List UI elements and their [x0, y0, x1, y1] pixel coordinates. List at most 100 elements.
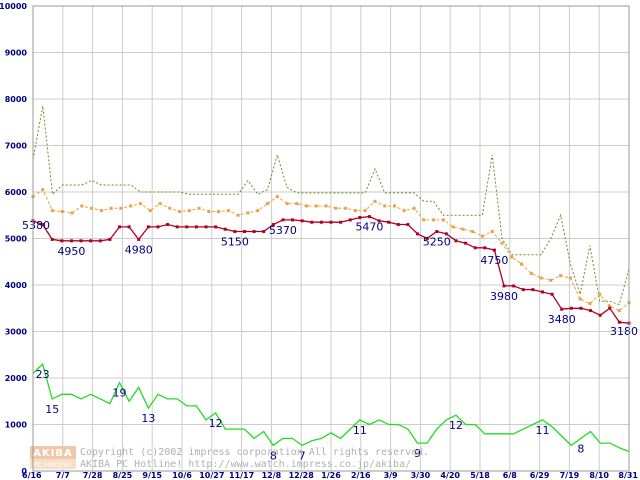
data-point-marker — [129, 204, 133, 208]
data-labels: 5380 4950 4980 5150 5370 5470 5250 4750 3980 3480… — [22, 219, 638, 463]
data-point-marker — [158, 202, 162, 206]
data-point-marker — [531, 288, 535, 292]
data-label: 3180 — [610, 325, 638, 338]
x-tick-label: 8/25 — [113, 471, 133, 480]
data-point-marker — [197, 206, 201, 210]
x-tick-label: 6/29 — [530, 471, 550, 480]
data-point-marker — [559, 274, 563, 278]
data-label: 12 — [449, 419, 463, 432]
data-point-marker — [246, 211, 250, 215]
data-point-marker — [223, 227, 227, 231]
data-point-marker — [226, 209, 230, 213]
data-point-marker — [60, 239, 64, 243]
data-point-marker — [236, 213, 240, 217]
data-point-marker — [156, 225, 160, 229]
data-point-marker — [138, 202, 142, 206]
data-point-marker — [464, 241, 468, 245]
x-tick-label: 6/8 — [503, 471, 517, 480]
data-point-marker — [598, 292, 602, 296]
data-point-marker — [242, 230, 246, 234]
data-point-marker — [281, 218, 285, 222]
x-tick-label: 2/16 — [351, 471, 371, 480]
data-point-marker — [425, 237, 429, 240]
data-point-marker — [490, 230, 494, 234]
data-label: 5470 — [355, 221, 383, 234]
data-point-marker — [185, 225, 189, 229]
data-point-marker — [137, 237, 141, 241]
y-tick-label: 2000 — [5, 374, 28, 383]
data-point-marker — [295, 202, 299, 206]
series-line — [32, 362, 630, 453]
data-point-marker — [367, 215, 371, 219]
y-tick-label: 7000 — [5, 142, 28, 151]
y-tick-label: 3000 — [5, 328, 28, 337]
data-point-marker — [79, 239, 83, 243]
data-point-marker — [98, 239, 102, 243]
data-point-marker — [363, 209, 367, 213]
data-label: 5380 — [22, 219, 50, 232]
data-point-marker — [454, 239, 458, 243]
x-tick-label: 11/17 — [229, 471, 254, 480]
akiba-logo: AKIBA PC Hotline! — [30, 446, 76, 469]
data-point-marker — [579, 306, 583, 310]
data-point-marker — [471, 230, 475, 234]
data-point-marker — [396, 223, 400, 227]
data-point-marker — [578, 297, 582, 301]
y-tick-label: 8000 — [5, 95, 28, 104]
data-point-marker — [502, 284, 506, 288]
x-tick-label: 9/15 — [142, 471, 162, 480]
data-point-marker — [383, 204, 387, 208]
data-point-marker — [204, 225, 208, 229]
x-tick-label: 12/8 — [262, 471, 282, 480]
y-tick-label: 10000 — [0, 2, 27, 11]
x-tick-label: 10/6 — [172, 471, 192, 480]
data-point-marker — [492, 248, 496, 252]
data-point-marker — [127, 225, 131, 229]
x-tick-label: 8/10 — [589, 471, 609, 480]
data-point-marker — [560, 307, 564, 311]
data-point-marker — [617, 320, 621, 324]
data-point-marker — [194, 225, 198, 229]
y-tick-label: 1000 — [5, 421, 28, 430]
data-point-marker — [51, 209, 55, 213]
x-tick-label: 7/19 — [560, 471, 580, 480]
y-axis-labels: 0 1000 2000 3000 4000 5000 6000 7000 8000 9000 100… — [0, 2, 27, 476]
copyright-line1: Copyright (c)2002 impress corporation Al… — [80, 447, 429, 458]
data-label: 23 — [36, 368, 50, 381]
data-point-marker — [441, 218, 445, 222]
data-label: 5370 — [269, 224, 297, 237]
data-label: 13 — [141, 412, 155, 425]
x-tick-label: 7/7 — [56, 471, 70, 480]
y-tick-label: 0 — [21, 467, 27, 476]
data-point-marker — [512, 284, 516, 288]
data-point-marker — [90, 206, 94, 210]
data-point-marker — [589, 309, 593, 313]
data-point-marker — [168, 206, 172, 210]
data-label: 3980 — [490, 290, 518, 303]
data-point-marker — [300, 219, 304, 223]
data-label: 15 — [45, 403, 59, 416]
data-point-marker — [358, 216, 362, 220]
data-point-marker — [510, 255, 514, 259]
x-tick-label: 5/18 — [470, 471, 490, 480]
data-point-marker — [275, 195, 279, 199]
copyright-line2: AKIBA PC Hotline! http://www.watch.impre… — [80, 459, 411, 470]
data-label: 11 — [353, 424, 367, 437]
data-point-marker — [89, 239, 93, 243]
chart-grid — [32, 5, 630, 472]
data-point-marker — [422, 218, 426, 222]
data-point-marker — [233, 230, 237, 234]
data-point-marker — [416, 232, 420, 236]
data-point-marker — [50, 237, 54, 241]
data-point-marker — [252, 230, 256, 234]
data-label: 3480 — [548, 313, 576, 326]
data-point-marker — [344, 206, 348, 210]
data-label: 19 — [113, 387, 127, 400]
data-point-marker — [348, 218, 352, 222]
data-point-marker — [539, 276, 543, 280]
data-point-marker — [285, 202, 289, 206]
plot-frame — [32, 5, 630, 472]
data-point-marker — [529, 271, 533, 275]
data-point-marker — [166, 223, 170, 227]
